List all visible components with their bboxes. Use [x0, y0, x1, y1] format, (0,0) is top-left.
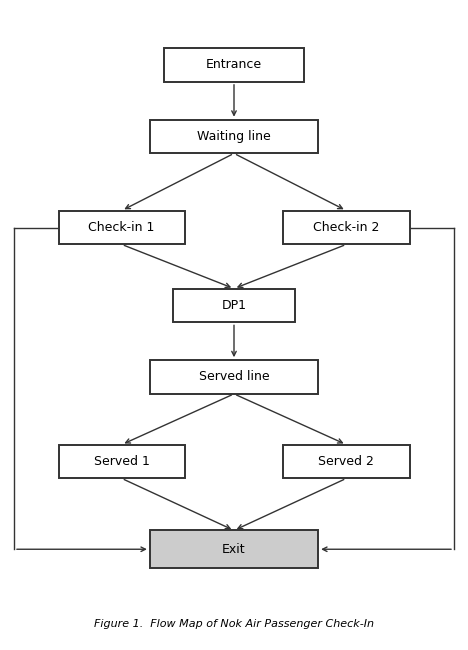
FancyBboxPatch shape — [164, 48, 304, 82]
FancyBboxPatch shape — [150, 360, 318, 394]
FancyBboxPatch shape — [58, 445, 185, 478]
Text: Waiting line: Waiting line — [197, 130, 271, 143]
Text: Served 2: Served 2 — [318, 455, 374, 468]
Text: Check-in 2: Check-in 2 — [313, 221, 380, 234]
FancyBboxPatch shape — [150, 530, 318, 568]
Text: Served line: Served line — [199, 370, 269, 383]
Text: Exit: Exit — [222, 543, 246, 556]
FancyBboxPatch shape — [283, 445, 410, 478]
Text: Served 1: Served 1 — [94, 455, 150, 468]
FancyBboxPatch shape — [283, 211, 410, 244]
FancyBboxPatch shape — [58, 211, 185, 244]
FancyBboxPatch shape — [150, 120, 318, 153]
FancyBboxPatch shape — [173, 289, 295, 322]
Text: Entrance: Entrance — [206, 58, 262, 72]
Text: Check-in 1: Check-in 1 — [88, 221, 155, 234]
Text: DP1: DP1 — [221, 299, 247, 312]
Text: Figure 1.  Flow Map of Nok Air Passenger Check-In: Figure 1. Flow Map of Nok Air Passenger … — [94, 619, 374, 629]
